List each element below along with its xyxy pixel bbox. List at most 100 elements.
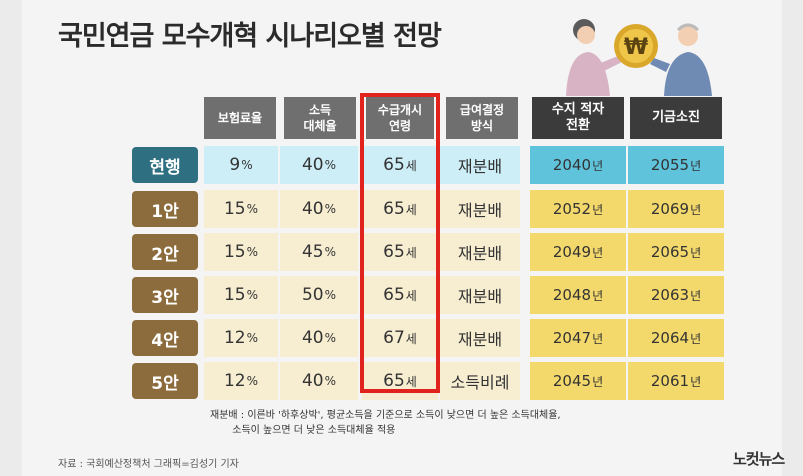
cell-premium-unit: % xyxy=(246,374,259,388)
cell-age: 65 세 xyxy=(362,276,438,314)
cell-deficit-unit: 년 xyxy=(592,158,604,173)
cell-replacement-value: 50 xyxy=(301,285,324,305)
cell-deficit-value: 2047 xyxy=(552,329,592,347)
cell-depletion: 2064 년 xyxy=(628,319,724,357)
cell-age-unit: 세 xyxy=(405,202,417,217)
cell-premium-value: 12 xyxy=(223,371,246,391)
cell-deficit: 2052 년 xyxy=(530,190,626,228)
cell-replacement: 50% xyxy=(280,276,358,314)
cell-method: 소득비례 xyxy=(440,362,520,400)
won-coin-icon: ₩ xyxy=(624,35,648,60)
source-credit: 자료 : 국회예산정책처 그래픽=김성기 기자 xyxy=(58,459,239,470)
cell-replacement-value: 45 xyxy=(301,242,324,262)
footnote: 재분배 : 이른바 '하후상박', 평균소득을 기준으로 소득이 낮으면 더 높… xyxy=(210,410,561,436)
header-deficit: 수지 적자 전환 xyxy=(532,97,624,139)
cell-method-value: 소득비례 xyxy=(450,373,510,392)
cell-replacement-value: 40 xyxy=(301,199,324,219)
row-label: 2안 xyxy=(132,234,198,270)
cell-deficit-unit: 년 xyxy=(592,245,604,260)
cell-deficit-unit: 년 xyxy=(592,331,604,346)
header-age: 수급개시 연령 xyxy=(366,97,434,139)
cell-depletion: 2055 년 xyxy=(628,146,724,184)
cell-premium-unit: % xyxy=(246,245,259,259)
cell-deficit-value: 2052 xyxy=(552,200,592,218)
cell-premium-value: 9 xyxy=(229,155,241,175)
cell-replacement-value: 40 xyxy=(301,155,324,175)
row-label: 4안 xyxy=(132,320,198,356)
cell-replacement-value: 40 xyxy=(301,328,324,348)
cell-premium-unit: % xyxy=(241,158,253,172)
header-method: 급여결정 방식 xyxy=(446,97,518,139)
cell-replacement: 40% xyxy=(280,362,358,400)
cell-age: 65 세 xyxy=(362,233,438,271)
cell-deficit: 2049 년 xyxy=(530,233,626,271)
header-premium: 보험료율 xyxy=(204,97,276,139)
cell-deficit: 2045 년 xyxy=(530,362,626,400)
cell-replacement-unit: % xyxy=(324,331,337,345)
cell-age-value: 65 xyxy=(383,371,405,391)
row-label: 1안 xyxy=(132,191,198,227)
cell-premium: 15% xyxy=(204,276,278,314)
cell-deficit-value: 2040 xyxy=(552,156,592,174)
cell-age-value: 65 xyxy=(383,155,405,175)
cell-premium: 9% xyxy=(204,146,278,184)
cell-deficit: 2047 년 xyxy=(530,319,626,357)
cell-depletion-unit: 년 xyxy=(690,245,702,260)
cell-replacement: 45% xyxy=(280,233,358,271)
cell-age-unit: 세 xyxy=(405,158,417,173)
cell-replacement: 40% xyxy=(280,319,358,357)
cell-premium-value: 15 xyxy=(223,199,246,219)
cell-replacement: 40% xyxy=(280,190,358,228)
cell-age-value: 65 xyxy=(383,285,405,305)
cell-replacement-unit: % xyxy=(324,288,337,302)
cell-deficit: 2048 년 xyxy=(530,276,626,314)
cell-depletion-value: 2065 xyxy=(650,243,690,261)
cell-depletion-unit: 년 xyxy=(690,202,702,217)
cell-replacement-unit: % xyxy=(324,245,337,259)
cell-premium: 12% xyxy=(204,362,278,400)
cell-premium: 15% xyxy=(204,233,278,271)
cell-premium-value: 15 xyxy=(223,242,246,262)
cell-depletion: 2063 년 xyxy=(628,276,724,314)
cell-age-value: 67 xyxy=(383,328,405,348)
cell-age: 65 세 xyxy=(362,146,438,184)
cell-age-unit: 세 xyxy=(405,331,417,346)
cell-deficit-value: 2048 xyxy=(552,286,592,304)
cell-deficit-value: 2049 xyxy=(552,243,592,261)
cell-method: 재분배 xyxy=(440,146,520,184)
row-label: 3안 xyxy=(132,277,198,313)
cell-deficit-value: 2045 xyxy=(552,372,592,390)
row-label: 5안 xyxy=(132,363,198,399)
cell-premium-unit: % xyxy=(246,202,259,216)
cell-replacement: 40% xyxy=(280,146,358,184)
cell-premium-unit: % xyxy=(246,288,259,302)
cell-method: 재분배 xyxy=(440,319,520,357)
nocutnews-logo: 노컷뉴스 xyxy=(733,450,785,468)
cell-age-unit: 세 xyxy=(405,288,417,303)
cell-age-unit: 세 xyxy=(405,245,417,260)
cell-method: 재분배 xyxy=(440,190,520,228)
cell-premium: 15% xyxy=(204,190,278,228)
cell-replacement-value: 40 xyxy=(301,371,324,391)
cell-premium: 12% xyxy=(204,319,278,357)
cell-method-value: 재분배 xyxy=(457,244,503,263)
cell-deficit-unit: 년 xyxy=(592,288,604,303)
cell-depletion-value: 2063 xyxy=(650,286,690,304)
cell-age-unit: 세 xyxy=(405,374,417,389)
row-label: 현행 xyxy=(132,147,198,183)
cell-deficit-unit: 년 xyxy=(592,202,604,217)
cell-depletion: 2061 년 xyxy=(628,362,724,400)
page-title: 국민연금 모수개혁 시나리오별 전망 xyxy=(58,21,442,52)
cell-age: 65 세 xyxy=(362,190,438,228)
cell-method-value: 재분배 xyxy=(457,287,503,306)
cell-replacement-unit: % xyxy=(324,202,337,216)
cell-method-value: 재분배 xyxy=(457,157,503,176)
cell-deficit: 2040 년 xyxy=(530,146,626,184)
cell-depletion-unit: 년 xyxy=(690,331,702,346)
header-replacement: 소득 대체율 xyxy=(284,97,356,139)
cell-premium-value: 12 xyxy=(223,328,246,348)
cell-depletion-value: 2055 xyxy=(650,156,690,174)
cell-depletion-value: 2069 xyxy=(650,200,690,218)
cell-replacement-unit: % xyxy=(324,158,337,172)
highlight-age-column xyxy=(360,93,440,393)
